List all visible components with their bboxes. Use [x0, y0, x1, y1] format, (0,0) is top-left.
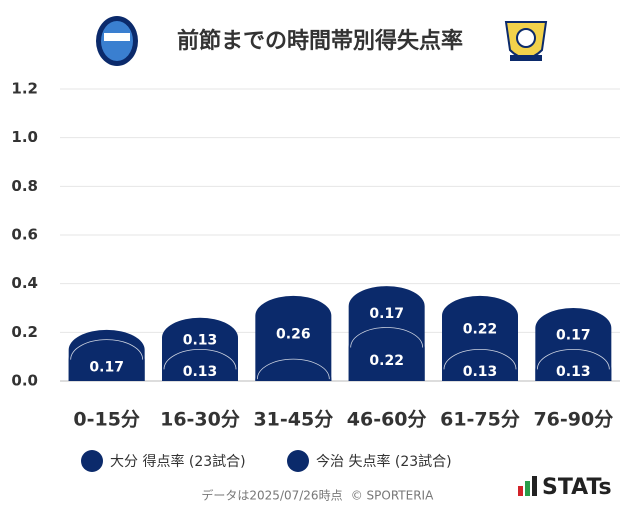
footnote: データは2025/07/26時点: [201, 488, 342, 503]
value-label: 0.22: [369, 353, 404, 369]
value-label: 0.13: [183, 333, 218, 349]
value-label: 0.22: [463, 322, 498, 338]
legend-swatch: [287, 450, 309, 472]
segment-divider: [536, 349, 610, 370]
segment-divider: [443, 349, 517, 370]
legend-label: 今治 失点率 (23試合): [316, 453, 452, 470]
value-label: 0.13: [463, 364, 498, 380]
segment-divider: [256, 358, 330, 380]
legend-swatch: [81, 450, 103, 472]
x-tick-label: 61-75分: [440, 409, 520, 431]
segment-divider: [350, 327, 424, 348]
x-tick-label: 76-90分: [533, 409, 613, 431]
away-logo: [504, 21, 548, 61]
value-label: 0.13: [183, 364, 218, 380]
bar-segment: [442, 349, 518, 381]
y-tick-label: 1.0: [11, 128, 38, 146]
y-tick-label: 1.2: [11, 80, 38, 98]
value-label: 0.13: [556, 364, 591, 380]
x-tick-label: 0-15分: [73, 409, 140, 431]
value-label: 0.17: [369, 306, 404, 322]
bar-segment: [162, 349, 238, 381]
y-tick-label: 0.4: [11, 274, 38, 292]
y-tick-label: 0.2: [11, 323, 38, 341]
segment-divider: [70, 339, 144, 360]
chart-title: 前節までの時間帯別得失点率: [177, 28, 463, 54]
credit: © SPORTERIA: [351, 489, 434, 503]
x-tick-label: 46-60分: [347, 409, 427, 431]
bar-segment: [255, 359, 332, 381]
x-tick-label: 16-30分: [160, 409, 240, 431]
value-label: 0.26: [276, 326, 311, 342]
value-label: 0.17: [556, 328, 591, 344]
bar-segment: [255, 295, 332, 381]
bar-segment: [535, 349, 612, 381]
home-logo: [96, 16, 138, 66]
bar-segment: [68, 339, 145, 381]
y-tick-label: 0.6: [11, 226, 38, 244]
segment-divider: [163, 349, 237, 370]
legend-label: 大分 得点率 (23試合): [110, 453, 246, 470]
brand-mark: [518, 476, 537, 496]
value-label: 0.17: [89, 359, 124, 375]
x-tick-label: 31-45分: [253, 409, 333, 431]
y-tick-label: 0.0: [11, 372, 38, 390]
y-tick-label: 0.8: [11, 177, 38, 195]
brand: STATs: [542, 475, 612, 500]
bar-segment: [348, 327, 425, 381]
